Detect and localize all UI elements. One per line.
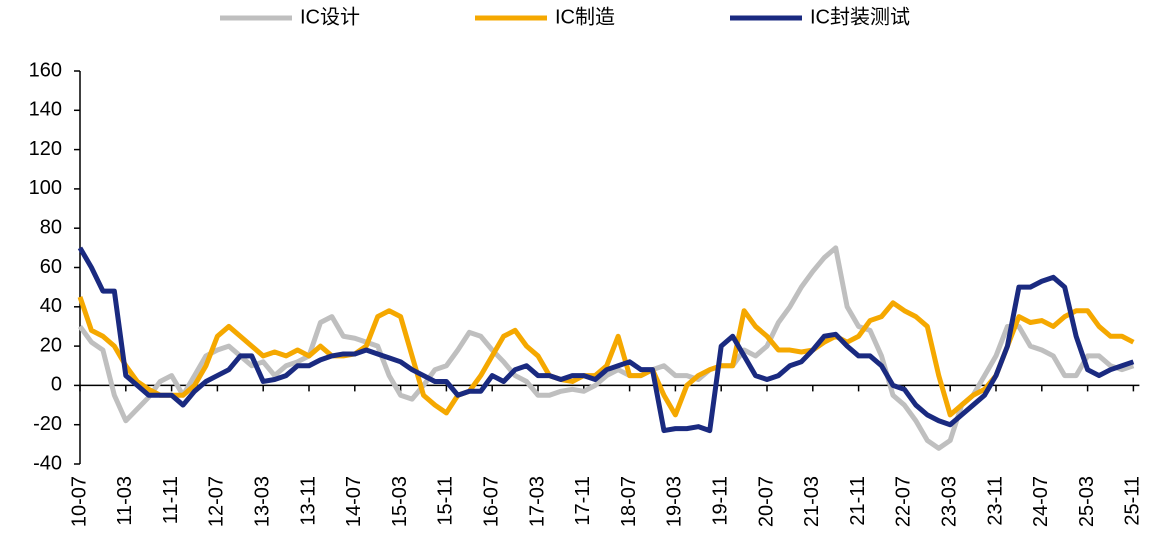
x-tick-label: 21-11 xyxy=(847,476,869,526)
y-tick-label: 140 xyxy=(29,99,62,121)
y-tick-label: 20 xyxy=(40,334,62,356)
x-tick-label: 17-03 xyxy=(526,476,548,527)
y-tick-label: 0 xyxy=(51,374,62,396)
x-tick-label: 17-11 xyxy=(572,476,594,526)
y-tick-label: 60 xyxy=(40,256,62,278)
x-tick-label: 13-03 xyxy=(251,476,273,527)
y-tick-label: 40 xyxy=(40,295,62,317)
y-tick-label: 120 xyxy=(29,138,62,160)
x-tick-label: 22-07 xyxy=(893,476,915,527)
y-tick-label: 160 xyxy=(29,59,62,81)
x-tick-label: 11-03 xyxy=(114,476,136,526)
series-line xyxy=(77,246,1135,434)
x-tick-label: 19-11 xyxy=(709,476,731,526)
x-tick-label: 10-07 xyxy=(68,476,90,527)
x-tick-label: 16-07 xyxy=(480,476,502,527)
x-tick-label: 25-11 xyxy=(1122,476,1144,526)
y-tick-label: 100 xyxy=(29,177,62,199)
x-tick-label: 19-03 xyxy=(664,476,686,527)
y-tick-label: -40 xyxy=(33,452,62,474)
x-tick-label: 20-07 xyxy=(755,476,777,527)
x-tick-label: 14-07 xyxy=(343,476,365,527)
x-tick-label: 15-03 xyxy=(389,476,411,527)
x-tick-label: 13-11 xyxy=(297,476,319,526)
legend-label: IC封装测试 xyxy=(810,5,910,28)
legend-label: IC设计 xyxy=(300,5,360,28)
y-tick-label: 80 xyxy=(40,216,62,238)
x-tick-label: 11-11 xyxy=(160,476,182,524)
x-tick-label: 25-03 xyxy=(1076,476,1098,527)
x-tick-label: 15-11 xyxy=(435,476,457,526)
x-tick-label: 24-07 xyxy=(1030,476,1052,527)
x-tick-label: 21-03 xyxy=(801,476,823,527)
series-line xyxy=(77,245,1135,451)
y-tick-label: -20 xyxy=(33,413,62,435)
x-tick-label: 12-07 xyxy=(206,476,228,527)
series-line xyxy=(77,296,1135,418)
x-tick-label: 23-11 xyxy=(984,476,1006,526)
x-tick-label: 18-07 xyxy=(618,476,640,527)
legend-label: IC制造 xyxy=(555,5,615,28)
x-tick-label: 23-03 xyxy=(938,476,960,527)
